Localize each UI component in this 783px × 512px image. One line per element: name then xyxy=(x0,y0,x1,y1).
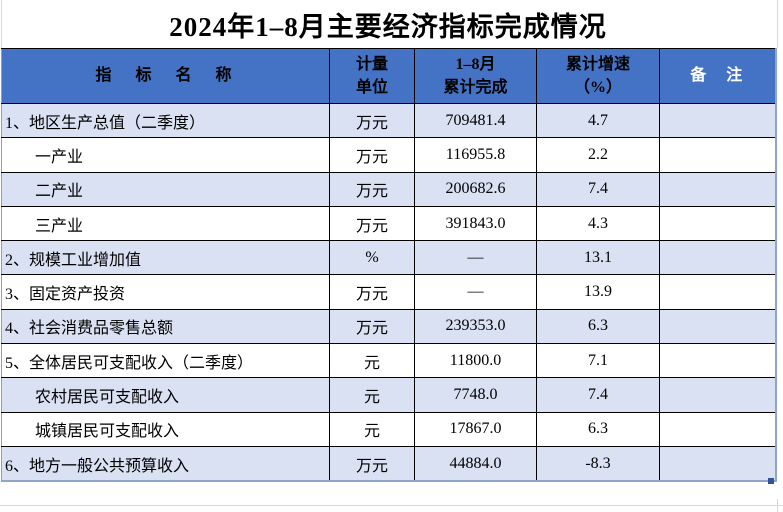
sheet-gridline-right-top xyxy=(777,0,778,48)
cell-completed[interactable]: 7748.0 xyxy=(414,377,537,413)
table-row: 城镇居民可支配收入 元 17867.0 6.3 xyxy=(1,411,777,447)
cell-remark[interactable] xyxy=(659,445,777,483)
header-growth[interactable]: 累计增速 （%） xyxy=(536,48,660,104)
cell-remark[interactable] xyxy=(659,102,777,139)
cell-completed[interactable]: 239353.0 xyxy=(414,308,537,345)
header-unit[interactable]: 计量 单位 xyxy=(329,48,415,104)
cell-unit[interactable]: 万元 xyxy=(329,102,415,139)
cell-indicator[interactable]: 4、社会消费品零售总额 xyxy=(1,308,330,345)
cell-growth[interactable]: 2.2 xyxy=(536,137,660,173)
table-row: 3、固定资产投资 万元 — 13.9 xyxy=(1,274,777,310)
cell-growth[interactable]: 7.4 xyxy=(536,171,660,207)
cell-unit[interactable]: 万元 xyxy=(329,137,415,173)
cell-growth[interactable]: 4.3 xyxy=(536,205,660,242)
cell-completed[interactable]: 11800.0 xyxy=(414,343,537,379)
cell-remark[interactable] xyxy=(659,137,777,173)
cell-unit[interactable]: 元 xyxy=(329,343,415,379)
cell-indicator[interactable]: 5、全体居民可支配收入（二季度） xyxy=(1,343,330,379)
cell-growth[interactable]: 7.1 xyxy=(536,343,660,379)
cell-completed[interactable]: 391843.0 xyxy=(414,205,537,242)
cell-remark[interactable] xyxy=(659,377,777,413)
cell-growth[interactable]: 6.3 xyxy=(536,411,660,447)
cell-indicator[interactable]: 二产业 xyxy=(1,171,330,207)
cell-completed[interactable]: 44884.0 xyxy=(414,445,537,483)
page-title: 2024年1–8月主要经济指标完成情况 xyxy=(169,11,607,42)
cell-unit[interactable]: 元 xyxy=(329,377,415,413)
cell-completed[interactable]: 709481.4 xyxy=(414,102,537,139)
cell-indicator[interactable]: 2、规模工业增加值 xyxy=(1,240,330,276)
selection-fill-handle[interactable] xyxy=(768,478,774,485)
cell-remark[interactable] xyxy=(659,308,777,345)
sheet-gridline-bottom xyxy=(0,505,783,506)
header-remark[interactable]: 备 注 xyxy=(659,48,777,104)
indicators-table: 指 标 名 称 计量 单位 1–8月 累计完成 累计增速 （%） 备 注 1、地… xyxy=(1,48,777,485)
cell-remark[interactable] xyxy=(659,240,777,276)
cell-unit[interactable]: 万元 xyxy=(329,274,415,310)
cell-remark[interactable] xyxy=(659,343,777,379)
cell-indicator[interactable]: 农村居民可支配收入 xyxy=(1,377,330,413)
header-completed[interactable]: 1–8月 累计完成 xyxy=(414,48,537,104)
cell-unit[interactable]: % xyxy=(329,240,415,276)
table-row: 4、社会消费品零售总额 万元 239353.0 6.3 xyxy=(1,308,777,345)
table-row: 6、地方一般公共预算收入 万元 44884.0 -8.3 xyxy=(1,445,777,483)
table-row: 农村居民可支配收入 元 7748.0 7.4 xyxy=(1,377,777,413)
table-row: 二产业 万元 200682.6 7.4 xyxy=(1,171,777,207)
table-row: 三产业 万元 391843.0 4.3 xyxy=(1,205,777,242)
cell-indicator[interactable]: 三产业 xyxy=(1,205,330,242)
cell-growth[interactable]: 6.3 xyxy=(536,308,660,345)
cell-indicator[interactable]: 一产业 xyxy=(1,137,330,173)
cell-completed[interactable]: — xyxy=(414,274,537,310)
cell-growth[interactable]: -8.3 xyxy=(536,445,660,483)
cell-completed[interactable]: 200682.6 xyxy=(414,171,537,207)
cell-growth[interactable]: 13.1 xyxy=(536,240,660,276)
cell-unit[interactable]: 万元 xyxy=(329,445,415,483)
cell-indicator[interactable]: 3、固定资产投资 xyxy=(1,274,330,310)
cell-unit[interactable]: 万元 xyxy=(329,205,415,242)
cell-indicator[interactable]: 城镇居民可支配收入 xyxy=(1,411,330,447)
cell-growth[interactable]: 7.4 xyxy=(536,377,660,413)
cell-indicator[interactable]: 1、地区生产总值（二季度） xyxy=(1,102,330,139)
cell-indicator[interactable]: 6、地方一般公共预算收入 xyxy=(1,445,330,483)
sheet-gridline-left xyxy=(1,0,2,48)
cell-unit[interactable]: 元 xyxy=(329,411,415,447)
table-row: 1、地区生产总值（二季度） 万元 709481.4 4.7 xyxy=(1,102,777,139)
cell-remark[interactable] xyxy=(659,205,777,242)
table-row: 2、规模工业增加值 % — 13.1 xyxy=(1,240,777,276)
cell-completed[interactable]: 116955.8 xyxy=(414,137,537,173)
cell-growth[interactable]: 4.7 xyxy=(536,102,660,139)
cell-remark[interactable] xyxy=(659,411,777,447)
cell-unit[interactable]: 万元 xyxy=(329,171,415,207)
header-row: 指 标 名 称 计量 单位 1–8月 累计完成 累计增速 （%） 备 注 xyxy=(1,48,777,104)
cell-unit[interactable]: 万元 xyxy=(329,308,415,345)
cell-remark[interactable] xyxy=(659,171,777,207)
table-row: 5、全体居民可支配收入（二季度） 元 11800.0 7.1 xyxy=(1,343,777,379)
header-indicator-name[interactable]: 指 标 名 称 xyxy=(1,48,330,104)
cell-completed[interactable]: — xyxy=(414,240,537,276)
table-row: 一产业 万元 116955.8 2.2 xyxy=(1,137,777,173)
cell-remark[interactable] xyxy=(659,274,777,310)
cell-growth[interactable]: 13.9 xyxy=(536,274,660,310)
cell-completed[interactable]: 17867.0 xyxy=(414,411,537,447)
